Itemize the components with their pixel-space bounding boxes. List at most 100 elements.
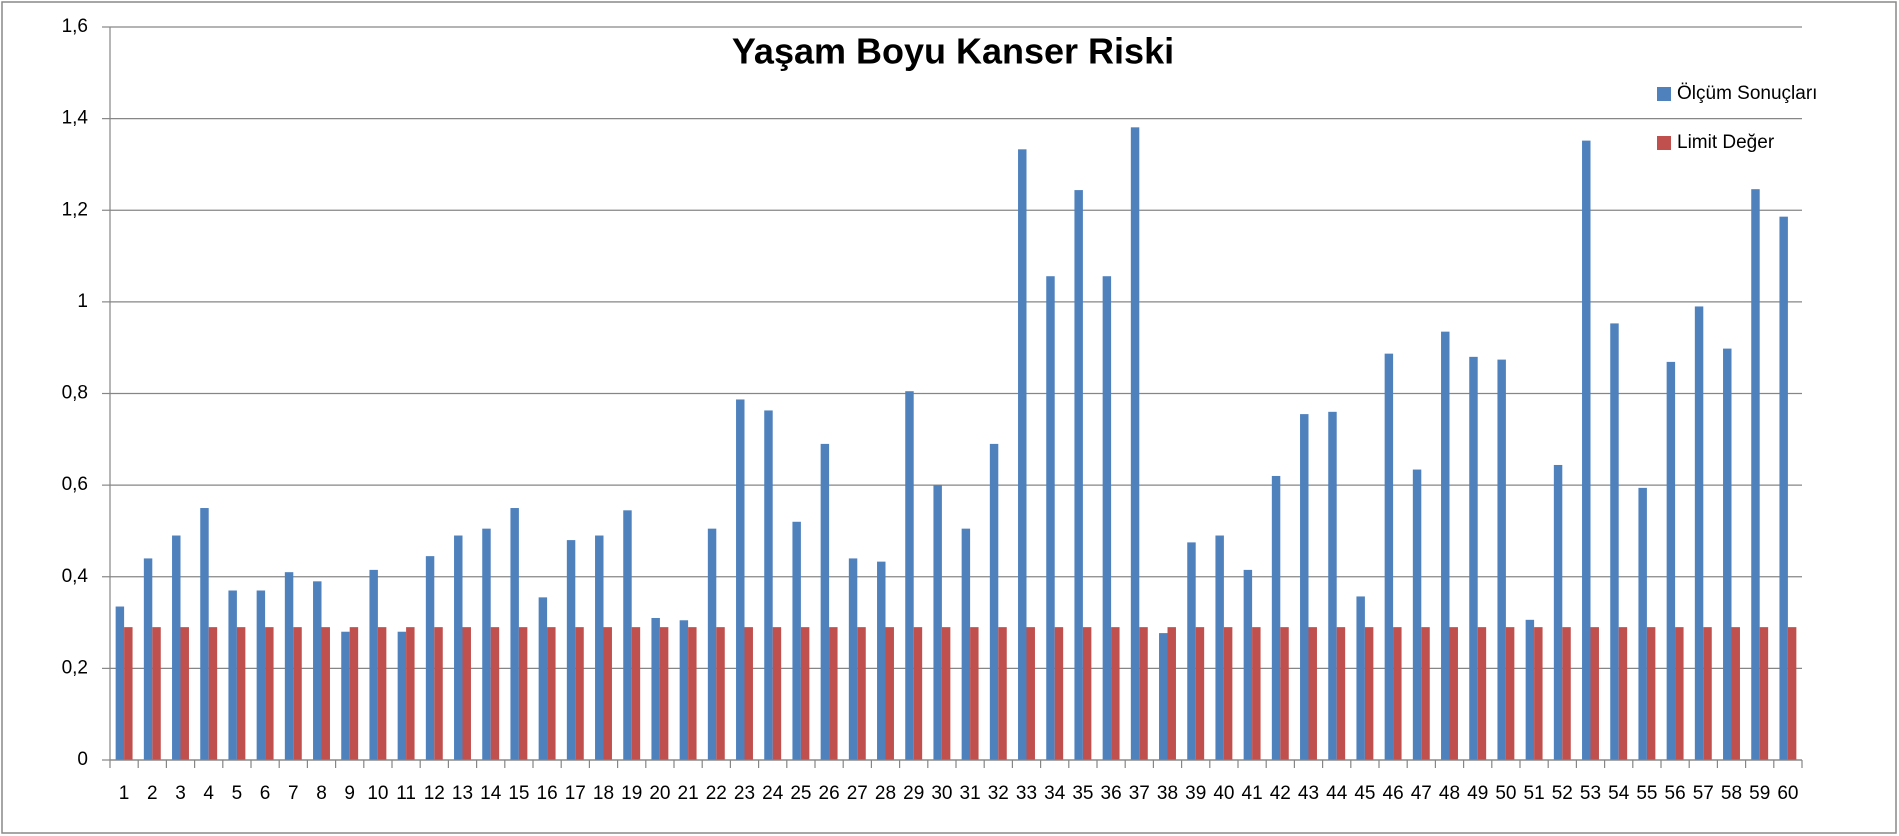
bar xyxy=(1215,535,1224,760)
bar xyxy=(1074,190,1083,760)
x-tick-label: 10 xyxy=(367,783,388,804)
bar xyxy=(857,627,866,760)
x-tick-label: 3 xyxy=(175,783,186,804)
bar xyxy=(1787,627,1797,760)
bar xyxy=(998,627,1007,760)
bar xyxy=(1356,596,1365,760)
y-tick-label: 0,8 xyxy=(62,383,88,404)
x-tick-label: 33 xyxy=(1016,783,1037,804)
bar xyxy=(631,627,641,760)
x-tick-label: 37 xyxy=(1129,783,1150,804)
bar xyxy=(989,443,999,760)
x-tick-label: 38 xyxy=(1157,783,1178,804)
x-tick-label: 11 xyxy=(396,783,416,804)
x-tick-label: 56 xyxy=(1665,783,1686,804)
bar xyxy=(454,535,463,760)
x-tick-label: 9 xyxy=(344,783,355,804)
bar xyxy=(575,627,584,760)
bar xyxy=(1252,627,1261,760)
x-tick-label: 30 xyxy=(931,783,952,804)
bar xyxy=(1638,487,1647,760)
bar xyxy=(1139,627,1148,760)
bar xyxy=(1195,627,1205,760)
bar xyxy=(510,508,519,760)
x-tick-label: 25 xyxy=(790,783,811,804)
bar xyxy=(1111,627,1120,760)
bar xyxy=(172,535,181,760)
x-tick-label: 45 xyxy=(1354,783,1375,804)
bar xyxy=(1759,627,1769,760)
x-tick-label: 40 xyxy=(1213,783,1234,804)
bar xyxy=(425,556,435,760)
bar xyxy=(1271,475,1281,760)
x-tick-label: 51 xyxy=(1524,783,1545,804)
x-tick-label: 13 xyxy=(452,783,473,804)
bar xyxy=(1646,627,1656,760)
x-tick-label: 42 xyxy=(1270,783,1291,804)
bar xyxy=(1280,627,1289,760)
bar xyxy=(1610,323,1619,760)
bar xyxy=(518,627,528,760)
bar xyxy=(877,561,886,760)
legend-label: Limit Değer xyxy=(1677,132,1775,153)
bar xyxy=(707,528,717,760)
bar xyxy=(1082,627,1092,760)
bar xyxy=(434,627,443,760)
bar xyxy=(284,572,294,760)
x-tick-label: 58 xyxy=(1721,783,1742,804)
bar xyxy=(800,627,810,760)
x-tick-label: 12 xyxy=(424,783,445,804)
bar xyxy=(349,627,359,760)
bar xyxy=(679,620,689,760)
bar xyxy=(1553,464,1563,760)
bar xyxy=(1328,411,1337,760)
x-tick-label: 23 xyxy=(734,783,755,804)
bar xyxy=(490,627,500,760)
bar xyxy=(1167,627,1176,760)
bar xyxy=(1751,189,1760,760)
x-tick-label: 35 xyxy=(1072,783,1093,804)
bar xyxy=(885,627,894,760)
chart-title: Yaşam Boyu Kanser Riski xyxy=(732,31,1174,72)
bar xyxy=(397,631,407,760)
y-tick-label: 0,6 xyxy=(62,474,88,495)
x-tick-label: 46 xyxy=(1383,783,1404,804)
x-tick-label: 34 xyxy=(1044,783,1066,804)
x-tick-label: 47 xyxy=(1411,783,1432,804)
bar xyxy=(293,627,302,760)
x-tick-label: 18 xyxy=(593,783,614,804)
bar xyxy=(933,485,942,760)
bar xyxy=(772,627,782,760)
bar xyxy=(829,627,838,760)
bar xyxy=(1384,353,1394,760)
x-tick-label: 1 xyxy=(119,783,130,804)
bar xyxy=(236,627,246,760)
bar xyxy=(1505,627,1515,760)
bar xyxy=(265,627,274,760)
bar xyxy=(1525,619,1535,760)
legend-swatch xyxy=(1657,87,1671,101)
bar xyxy=(744,627,753,760)
bar xyxy=(462,627,471,760)
bar xyxy=(764,410,773,760)
bar xyxy=(1393,627,1402,760)
bar xyxy=(228,590,237,760)
bar xyxy=(820,443,830,760)
bar xyxy=(1534,627,1543,760)
x-tick-label: 22 xyxy=(706,783,727,804)
bar xyxy=(603,627,612,760)
bar xyxy=(1018,149,1027,760)
x-tick-label: 49 xyxy=(1467,783,1488,804)
y-tick-label: 0,4 xyxy=(62,566,89,587)
bar xyxy=(1703,627,1712,760)
x-tick-label: 21 xyxy=(678,783,699,804)
legend-label: Ölçüm Sonuçları xyxy=(1677,83,1817,104)
bar xyxy=(1449,627,1458,760)
x-tick-label: 32 xyxy=(988,783,1009,804)
x-tick-label: 16 xyxy=(537,783,558,804)
x-tick-label: 6 xyxy=(260,783,271,804)
bar xyxy=(1562,627,1571,760)
x-tick-label: 41 xyxy=(1242,783,1263,804)
bar xyxy=(1300,414,1309,760)
